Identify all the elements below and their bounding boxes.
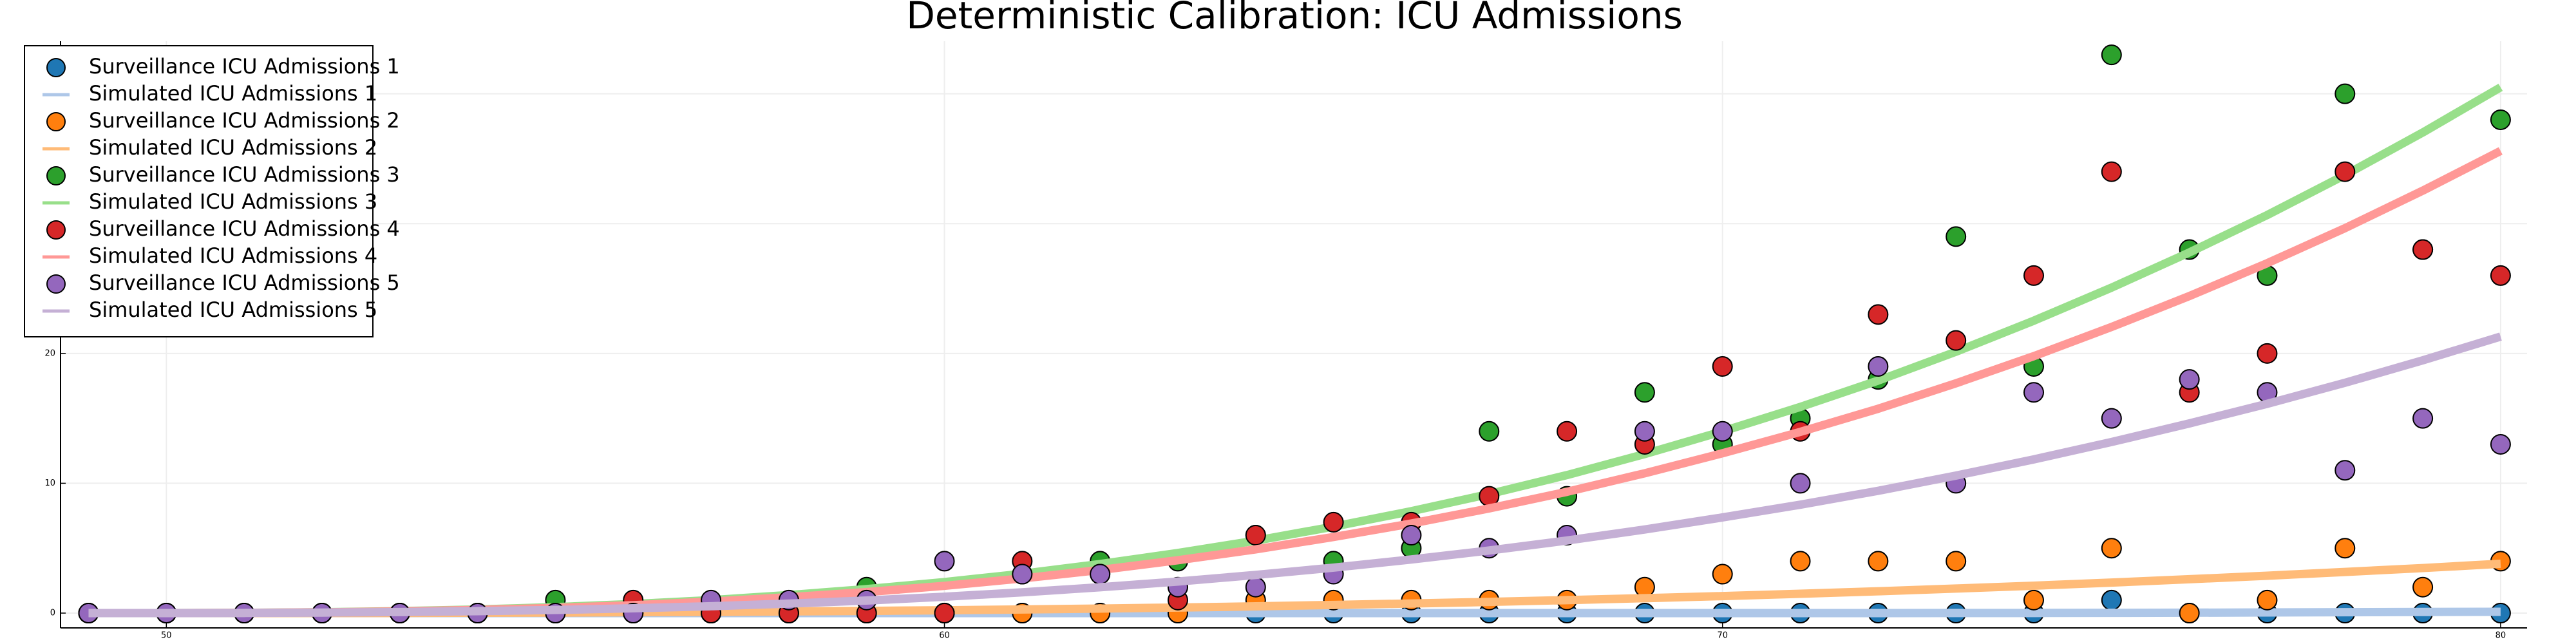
legend-box: [24, 45, 374, 337]
scatter-point: [1634, 382, 1655, 403]
legend-label: Simulated ICU Admissions 2: [89, 135, 377, 160]
scatter-point: [1868, 304, 1889, 325]
scatter-point: [1245, 525, 1266, 546]
scatter-point: [2257, 343, 2278, 364]
legend-marker: [46, 166, 66, 185]
legend-label: Surveillance ICU Admissions 5: [89, 270, 400, 295]
y-tick-label: 0: [50, 609, 55, 618]
scatter-point: [1790, 551, 1811, 572]
scatter-point: [2101, 44, 2122, 66]
legend-label: Simulated ICU Admissions 5: [89, 298, 377, 322]
scatter-point: [2412, 239, 2434, 260]
scatter-point: [1090, 564, 1111, 585]
legend-label: Simulated ICU Admissions 3: [89, 189, 377, 214]
scatter-point: [2334, 83, 2356, 104]
legend-marker: [46, 274, 66, 294]
scatter-point: [2101, 589, 2122, 611]
x-tick-label: 80: [2496, 631, 2506, 641]
legend-label: Simulated ICU Admissions 1: [89, 81, 377, 106]
scatter-point: [2490, 433, 2511, 455]
series-line: [88, 83, 2503, 618]
scatter-point: [1946, 226, 1967, 247]
scatter-point: [2023, 265, 2044, 286]
scatter-point: [2101, 408, 2122, 429]
x-tick-label: 50: [161, 631, 172, 641]
x-tick-label: 70: [1717, 631, 1728, 641]
scatter-point: [1012, 564, 1033, 585]
series-line: [88, 147, 2503, 618]
scatter-point: [2101, 538, 2122, 559]
scatter-point: [1557, 421, 1578, 442]
scatter-point: [2490, 109, 2511, 130]
series-line: [88, 332, 2502, 618]
legend-label: Simulated ICU Admissions 4: [89, 243, 377, 268]
scatter-point: [1712, 421, 1733, 442]
scatter-point: [2490, 265, 2511, 286]
scatter-point: [2179, 603, 2200, 624]
scatter-point: [2412, 576, 2434, 598]
legend-label: Surveillance ICU Admissions 2: [89, 108, 400, 133]
legend-marker: [46, 58, 66, 77]
scatter-point: [2023, 589, 2044, 611]
legend-marker: [46, 220, 66, 240]
chart-title: Deterministic Calibration: ICU Admission…: [906, 0, 1683, 37]
y-tick-label: 20: [44, 348, 55, 358]
scatter-point: [1946, 330, 1967, 351]
scatter-point: [1401, 525, 1422, 546]
scatter-point: [2334, 460, 2356, 481]
scatter-point: [1946, 551, 1967, 572]
scatter-point: [2179, 369, 2200, 390]
scatter-point: [1868, 551, 1889, 572]
scatter-point: [2023, 382, 2044, 403]
legend-label: Surveillance ICU Admissions 3: [89, 162, 400, 187]
scatter-point: [1712, 564, 1733, 585]
legend-marker: [46, 112, 66, 131]
legend-label: Surveillance ICU Admissions 1: [89, 54, 400, 79]
scatter-point: [2101, 161, 2122, 182]
scatter-point: [2334, 538, 2356, 559]
y-tick-label: 10: [44, 478, 55, 488]
scatter-point: [1245, 576, 1266, 598]
scatter-point: [934, 551, 955, 572]
scatter-point: [1479, 421, 1500, 442]
legend-label: Surveillance ICU Admissions 4: [89, 216, 400, 241]
scatter-point: [1868, 355, 1889, 377]
scatter-point: [1712, 355, 1733, 377]
scatter-point: [2334, 161, 2356, 182]
scatter-point: [2412, 408, 2434, 429]
scatter-point: [2257, 589, 2278, 611]
scatter-point: [1323, 511, 1344, 533]
x-tick-label: 60: [939, 631, 950, 641]
scatter-point: [1790, 473, 1811, 494]
scatter-point: [1634, 421, 1655, 442]
scatter-point: [934, 603, 955, 624]
